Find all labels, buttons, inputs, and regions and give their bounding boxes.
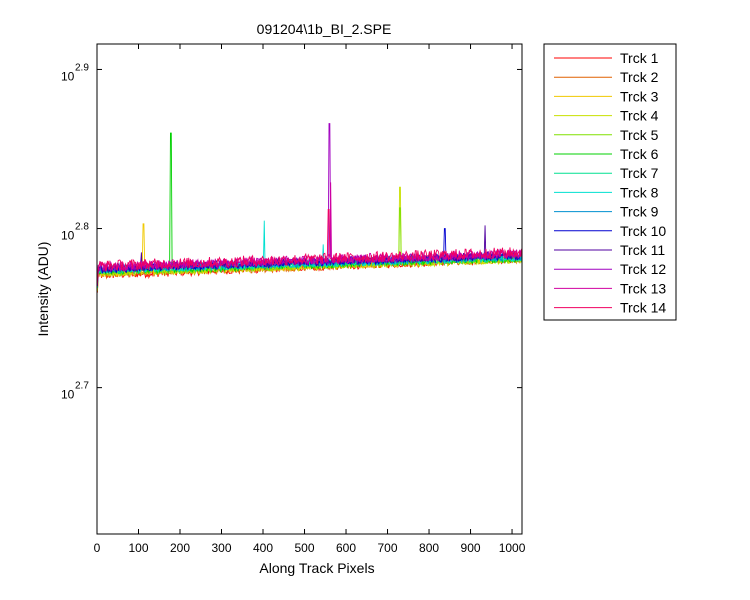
legend-label: Trck 7: [620, 165, 659, 181]
series-line-14: [97, 209, 522, 284]
y-axis-label: Intensity (ADU): [35, 242, 51, 337]
x-axis-label: Along Track Pixels: [259, 560, 374, 576]
x-tick-label: 400: [253, 541, 273, 555]
plot-area: [97, 44, 522, 534]
legend-label: Trck 10: [620, 223, 666, 239]
y-tick-label-exponent: 2.7: [75, 381, 89, 392]
y-tick-label-exponent: 2.8: [75, 222, 89, 233]
plot-frame: [96, 43, 523, 535]
legend: Trck 1 Trck 2 Trck 3 Trck 4 Trck 5 Trck 6 Trck…: [543, 43, 677, 321]
legend-label: Trck 1: [620, 50, 659, 66]
series-layer: [97, 123, 522, 293]
legend-label: Trck 8: [620, 184, 659, 200]
chart-title: 091204\1b_BI_2.SPE: [257, 21, 392, 37]
y-tick-label-base: 10: [61, 388, 75, 402]
x-tick-label: 1000: [499, 541, 526, 555]
legend-box: [543, 43, 677, 321]
y-tick-label-base: 10: [61, 69, 75, 83]
x-tick-label: 800: [419, 541, 439, 555]
legend-label: Trck 14: [620, 300, 666, 316]
legend-label: Trck 11: [620, 242, 665, 258]
legend-label: Trck 5: [620, 127, 659, 143]
x-tick-label: 500: [295, 541, 315, 555]
x-tick-label: 900: [461, 541, 481, 555]
x-tick-label: 100: [128, 541, 148, 555]
legend-label: Trck 12: [620, 261, 666, 277]
legend-label: Trck 6: [620, 146, 659, 162]
y-tick-label-base: 10: [61, 229, 75, 243]
legend-label: Trck 2: [620, 69, 659, 85]
legend-label: Trck 13: [620, 280, 666, 296]
x-tick-label: 300: [211, 541, 231, 555]
legend-label: Trck 3: [620, 88, 659, 104]
y-tick-label-exponent: 2.9: [75, 62, 89, 73]
x-tick-label: 600: [336, 541, 356, 555]
x-tick-label: 0: [94, 541, 101, 555]
x-tick-label: 700: [378, 541, 398, 555]
x-tick-label: 200: [170, 541, 190, 555]
legend-label: Trck 9: [620, 204, 659, 220]
x-axis: 0 100 200 300 400 500 600 700 800 900 1000: [94, 44, 526, 555]
legend-label: Trck 4: [620, 108, 659, 124]
